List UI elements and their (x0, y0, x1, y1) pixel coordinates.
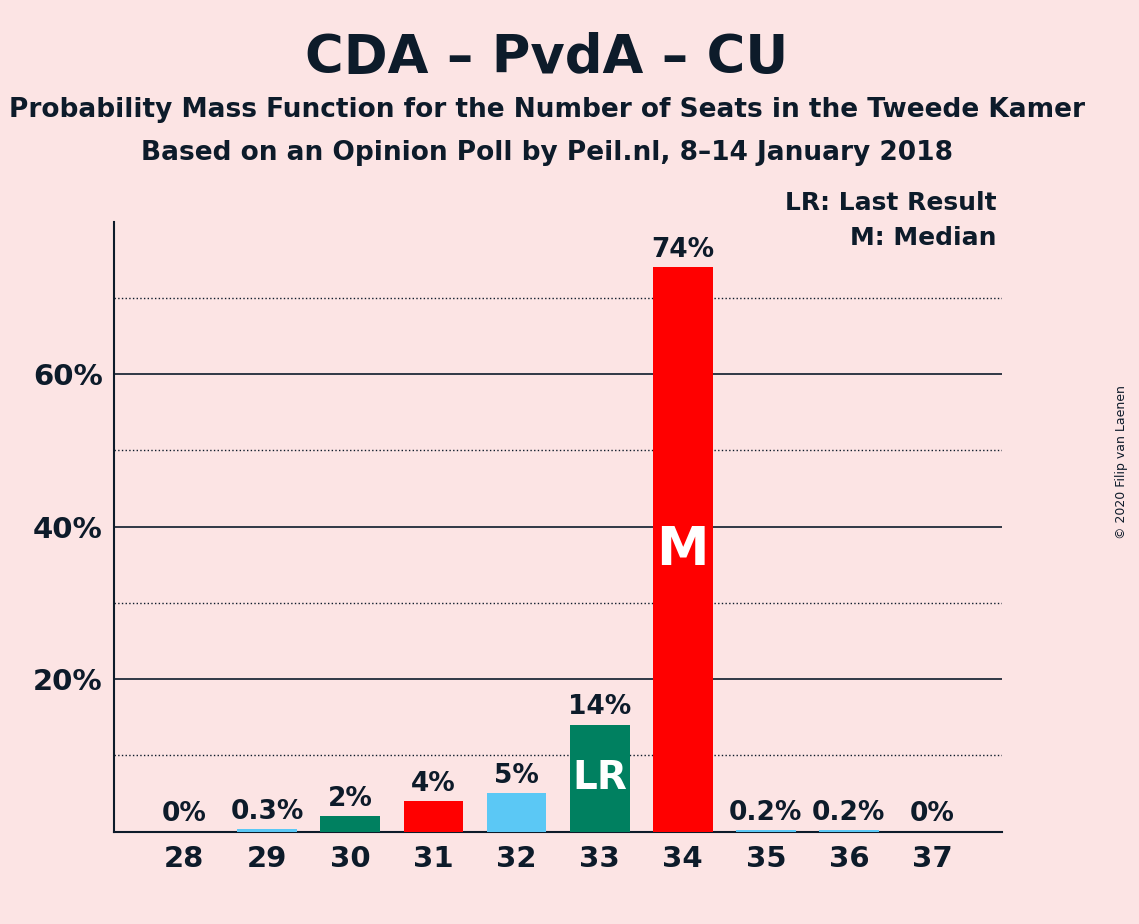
Bar (819, 830, 879, 832)
Bar (570, 724, 630, 832)
Text: LR: LR (572, 760, 628, 797)
Text: 4%: 4% (411, 771, 456, 796)
Text: 74%: 74% (652, 237, 714, 263)
Text: CDA – PvdA – CU: CDA – PvdA – CU (305, 32, 788, 84)
Text: 0.2%: 0.2% (729, 799, 803, 825)
Bar (237, 830, 297, 832)
Text: 2%: 2% (328, 785, 372, 812)
Text: Probability Mass Function for the Number of Seats in the Tweede Kamer: Probability Mass Function for the Number… (9, 97, 1084, 123)
Text: M: M (656, 524, 708, 576)
Text: 0%: 0% (910, 801, 954, 827)
Bar (486, 794, 547, 832)
Text: © 2020 Filip van Laenen: © 2020 Filip van Laenen (1115, 385, 1128, 539)
Text: 5%: 5% (494, 763, 539, 789)
Bar (653, 268, 713, 832)
Bar (403, 801, 464, 832)
Text: M: Median: M: Median (850, 226, 997, 250)
Text: LR: Last Result: LR: Last Result (785, 191, 997, 215)
Text: 0.2%: 0.2% (812, 799, 886, 825)
Text: Based on an Opinion Poll by Peil.nl, 8–14 January 2018: Based on an Opinion Poll by Peil.nl, 8–1… (141, 140, 952, 166)
Text: 14%: 14% (568, 694, 631, 721)
Text: 0.3%: 0.3% (230, 798, 304, 825)
Bar (320, 817, 380, 832)
Text: 0%: 0% (162, 801, 206, 827)
Bar (736, 830, 796, 832)
